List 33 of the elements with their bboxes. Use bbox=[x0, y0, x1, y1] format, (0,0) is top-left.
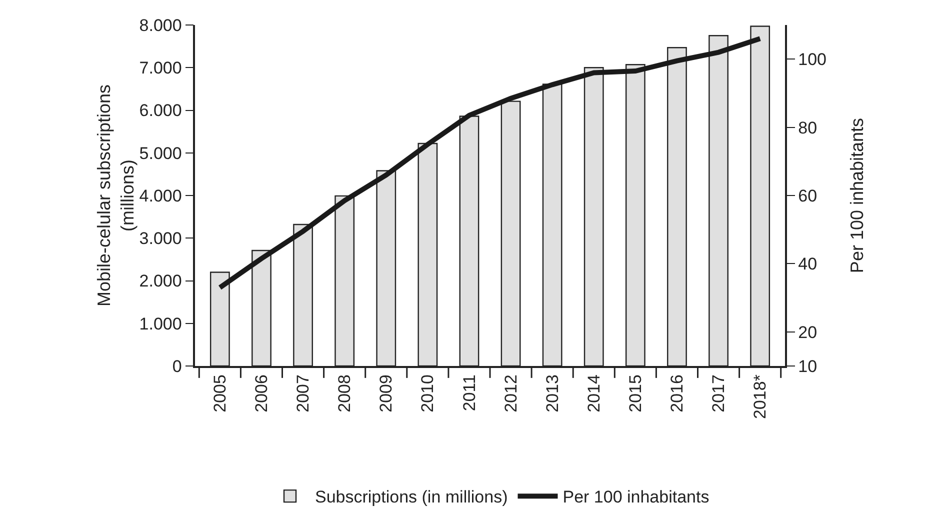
y2-axis-title: Per 100 inhabitants bbox=[847, 118, 868, 274]
x-tick-label: 2011 bbox=[460, 374, 479, 412]
y2-tick-label: 20 bbox=[798, 322, 818, 342]
y2-tick-label: 60 bbox=[798, 186, 818, 206]
x-tick-label: 2007 bbox=[294, 374, 313, 412]
y-tick-label: 7.000 bbox=[139, 58, 182, 78]
y2-tick-label: 80 bbox=[798, 118, 818, 138]
x-tick-label: 2013 bbox=[542, 374, 562, 412]
x-tick-label: 2016 bbox=[667, 374, 686, 412]
y-tick-label: 1.000 bbox=[139, 314, 182, 334]
y-tick-label: 3.000 bbox=[139, 229, 182, 248]
x-tick-label: 2017 bbox=[709, 374, 728, 412]
y-tick-label: 6.000 bbox=[139, 101, 182, 120]
x-tick-label: 2018* bbox=[750, 374, 770, 419]
y-tick-label: 5.000 bbox=[139, 144, 182, 163]
y-axis-title: Mobile-celular subscriptions (millions) bbox=[94, 84, 138, 307]
legend-label: Subscriptions (in millions) bbox=[315, 488, 508, 507]
y-tick-label: 2.000 bbox=[139, 272, 182, 291]
y2-tick-label: 10 bbox=[798, 356, 818, 376]
x-tick-label: 2010 bbox=[418, 374, 438, 412]
y2-tick-label: 40 bbox=[798, 254, 818, 274]
x-tick-label: 2014 bbox=[584, 374, 604, 412]
x-tick-label: 2005 bbox=[210, 374, 230, 412]
x-tick-label: 2008 bbox=[335, 374, 354, 412]
y-tick-label: 8.000 bbox=[139, 16, 182, 35]
x-tick-label: 2012 bbox=[501, 374, 520, 412]
y-tick-label: 0 bbox=[172, 356, 182, 376]
x-tick-label: 2006 bbox=[252, 374, 272, 412]
y-tick-label: 4.000 bbox=[139, 186, 182, 206]
x-tick-label: 2009 bbox=[376, 374, 396, 412]
legend-label: Per 100 inhabitants bbox=[562, 488, 710, 507]
y2-tick-label: 100 bbox=[798, 50, 827, 70]
x-tick-label: 2015 bbox=[626, 374, 645, 412]
